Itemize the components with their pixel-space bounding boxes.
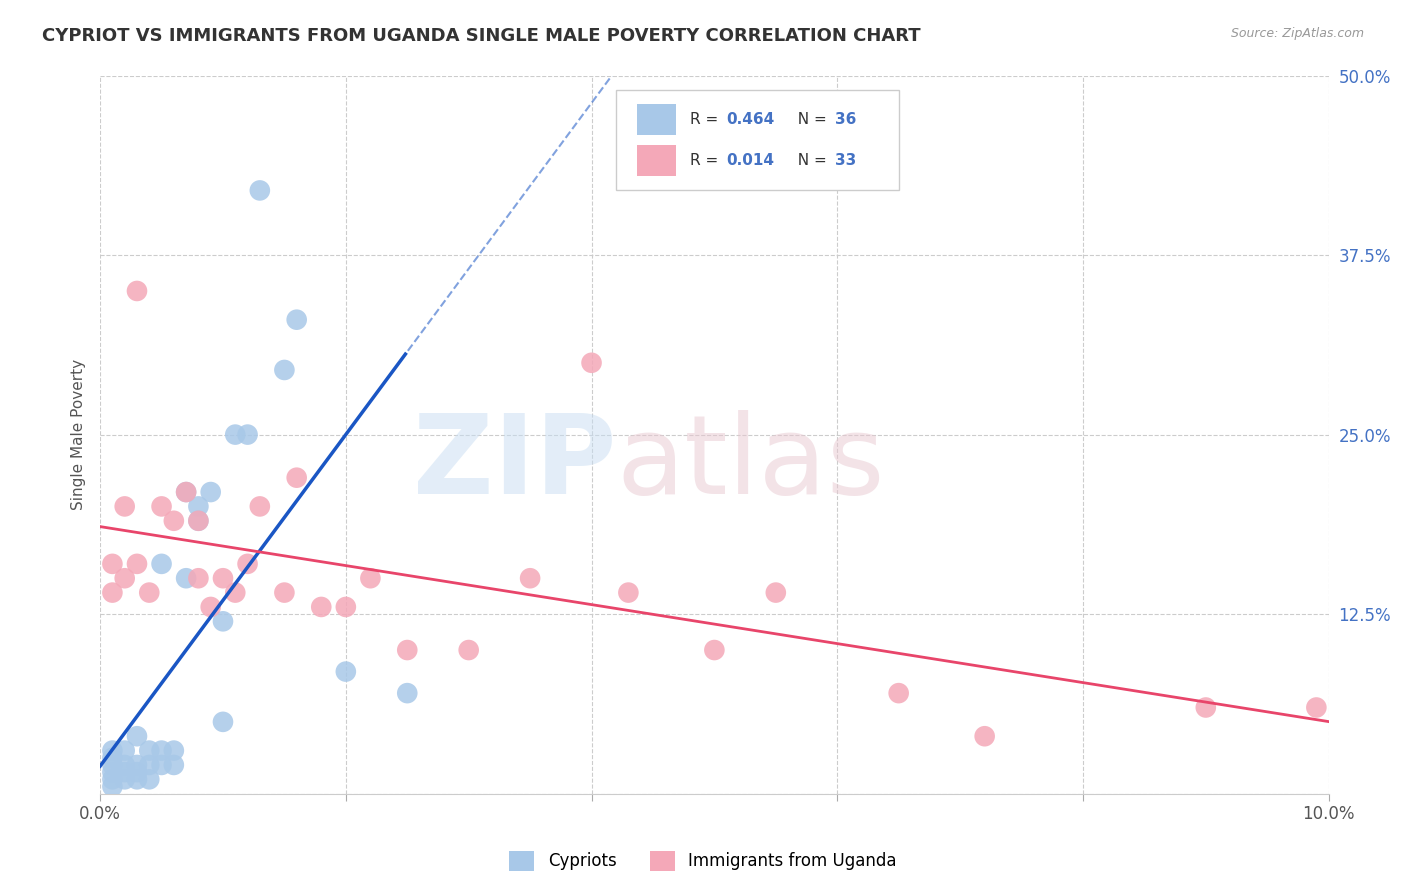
Point	[114, 765, 136, 780]
Point	[114, 571, 136, 585]
Point	[224, 427, 246, 442]
Point	[163, 758, 186, 772]
Point	[125, 729, 148, 743]
Point	[101, 751, 124, 765]
Point	[309, 599, 332, 614]
Point	[138, 585, 160, 599]
Point	[125, 284, 148, 298]
Text: N =: N =	[789, 112, 832, 128]
Point	[224, 585, 246, 599]
FancyBboxPatch shape	[616, 90, 898, 190]
Point	[174, 485, 197, 500]
Point	[359, 571, 381, 585]
Point	[114, 758, 136, 772]
Text: 0.014: 0.014	[727, 153, 775, 169]
Point	[973, 729, 995, 743]
Point	[101, 758, 124, 772]
Bar	[637, 145, 676, 177]
Point	[101, 585, 124, 599]
Text: R =: R =	[690, 112, 723, 128]
Point	[174, 485, 197, 500]
Point	[212, 714, 235, 729]
Point	[519, 571, 541, 585]
Point	[273, 585, 295, 599]
Point	[138, 743, 160, 757]
Point	[200, 485, 222, 500]
Point	[212, 571, 235, 585]
Point	[335, 599, 357, 614]
Text: N =: N =	[789, 153, 832, 169]
Text: atlas: atlas	[616, 409, 884, 516]
Point	[335, 665, 357, 679]
Text: 36: 36	[835, 112, 856, 128]
Point	[396, 643, 419, 657]
Point	[212, 615, 235, 629]
Text: 0.464: 0.464	[727, 112, 775, 128]
Point	[101, 765, 124, 780]
Point	[200, 599, 222, 614]
Point	[101, 743, 124, 757]
Point	[174, 571, 197, 585]
Point	[187, 514, 209, 528]
Point	[617, 585, 640, 599]
Point	[150, 743, 173, 757]
Point	[101, 780, 124, 794]
Point	[187, 571, 209, 585]
Point	[581, 356, 603, 370]
Point	[249, 183, 271, 197]
Point	[150, 557, 173, 571]
Y-axis label: Single Male Poverty: Single Male Poverty	[72, 359, 86, 510]
Point	[125, 557, 148, 571]
Point	[236, 427, 259, 442]
Point	[114, 500, 136, 514]
Point	[1305, 700, 1327, 714]
Point	[187, 514, 209, 528]
Text: CYPRIOT VS IMMIGRANTS FROM UGANDA SINGLE MALE POVERTY CORRELATION CHART: CYPRIOT VS IMMIGRANTS FROM UGANDA SINGLE…	[42, 27, 921, 45]
Point	[187, 500, 209, 514]
Text: ZIP: ZIP	[413, 409, 616, 516]
Text: Source: ZipAtlas.com: Source: ZipAtlas.com	[1230, 27, 1364, 40]
Point	[150, 758, 173, 772]
Point	[150, 500, 173, 514]
Point	[236, 557, 259, 571]
Point	[125, 772, 148, 787]
Point	[273, 363, 295, 377]
Point	[457, 643, 479, 657]
Point	[249, 500, 271, 514]
Point	[396, 686, 419, 700]
Point	[138, 772, 160, 787]
Legend: Cypriots, Immigrants from Uganda: Cypriots, Immigrants from Uganda	[501, 842, 905, 880]
Point	[114, 772, 136, 787]
Point	[703, 643, 725, 657]
Bar	[637, 103, 676, 136]
Point	[765, 585, 787, 599]
Point	[125, 765, 148, 780]
Point	[163, 514, 186, 528]
Point	[125, 758, 148, 772]
Point	[1195, 700, 1218, 714]
Point	[101, 772, 124, 787]
Point	[114, 743, 136, 757]
Point	[285, 312, 308, 326]
Point	[887, 686, 910, 700]
Text: R =: R =	[690, 153, 723, 169]
Text: 33: 33	[835, 153, 856, 169]
Point	[101, 557, 124, 571]
Point	[138, 758, 160, 772]
Point	[285, 471, 308, 485]
Point	[163, 743, 186, 757]
